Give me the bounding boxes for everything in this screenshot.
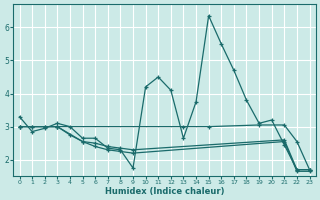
X-axis label: Humidex (Indice chaleur): Humidex (Indice chaleur) bbox=[105, 187, 224, 196]
